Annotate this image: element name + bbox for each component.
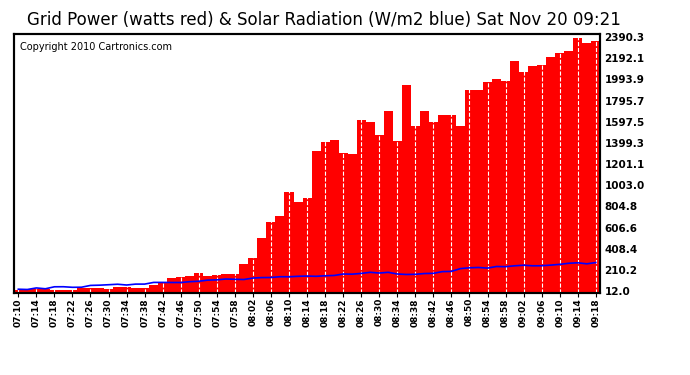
Bar <box>293 202 302 292</box>
Bar <box>591 41 600 292</box>
Bar <box>122 287 131 292</box>
Bar <box>420 111 429 292</box>
Bar <box>41 289 50 292</box>
Bar <box>465 90 474 292</box>
Bar <box>302 198 312 292</box>
Bar <box>564 51 573 292</box>
Bar <box>312 152 321 292</box>
Bar <box>357 120 366 292</box>
Bar <box>213 274 221 292</box>
Bar <box>384 111 393 292</box>
Bar <box>348 154 357 292</box>
Bar <box>113 287 122 292</box>
Bar <box>104 289 113 292</box>
Bar <box>492 79 501 292</box>
Bar <box>50 290 59 292</box>
Bar <box>239 264 248 292</box>
Bar <box>149 285 158 292</box>
Bar <box>95 288 104 292</box>
Bar <box>510 61 519 292</box>
Bar <box>23 289 32 292</box>
Bar <box>438 116 447 292</box>
Bar <box>339 153 348 292</box>
Bar <box>411 126 420 292</box>
Text: Grid Power (watts red) & Solar Radiation (W/m2 blue) Sat Nov 20 09:21: Grid Power (watts red) & Solar Radiation… <box>28 11 621 29</box>
Bar <box>447 115 456 292</box>
Bar <box>176 277 185 292</box>
Bar <box>167 279 176 292</box>
Bar <box>158 282 167 292</box>
Bar <box>266 222 275 292</box>
Bar <box>14 290 23 292</box>
Bar <box>32 289 41 292</box>
Bar <box>257 238 266 292</box>
Bar <box>68 290 77 292</box>
Bar <box>185 276 195 292</box>
Bar <box>528 66 537 292</box>
Bar <box>546 57 555 292</box>
Bar <box>221 274 230 292</box>
Bar <box>77 288 86 292</box>
Bar <box>86 288 95 292</box>
Bar <box>573 38 582 292</box>
Bar <box>537 65 546 292</box>
Bar <box>519 72 528 292</box>
Bar <box>230 273 239 292</box>
Bar <box>131 288 140 292</box>
Text: Copyright 2010 Cartronics.com: Copyright 2010 Cartronics.com <box>19 42 172 51</box>
Bar <box>474 90 483 292</box>
Bar <box>275 216 284 292</box>
Bar <box>483 82 492 292</box>
Bar <box>555 53 564 292</box>
Bar <box>582 43 591 292</box>
Bar <box>366 122 375 292</box>
Bar <box>402 84 411 292</box>
Bar <box>393 141 402 292</box>
Bar <box>321 142 330 292</box>
Bar <box>248 258 257 292</box>
Bar <box>284 192 293 292</box>
Bar <box>456 126 465 292</box>
Bar <box>429 122 438 292</box>
Bar <box>204 276 213 292</box>
Bar <box>140 288 149 292</box>
Bar <box>195 273 204 292</box>
Bar <box>330 140 339 292</box>
Bar <box>59 290 68 292</box>
Bar <box>375 135 384 292</box>
Bar <box>501 81 510 292</box>
